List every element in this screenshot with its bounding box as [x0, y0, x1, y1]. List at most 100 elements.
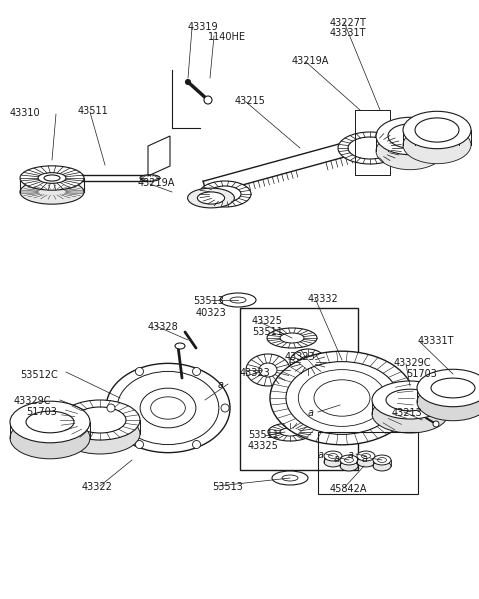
Ellipse shape: [340, 461, 358, 471]
Text: 45842A: 45842A: [330, 484, 367, 494]
Text: 53511: 53511: [252, 327, 283, 337]
Text: 1140HE: 1140HE: [208, 32, 246, 42]
Ellipse shape: [388, 124, 432, 148]
Text: a: a: [348, 450, 354, 460]
Ellipse shape: [373, 461, 391, 471]
Ellipse shape: [340, 455, 358, 465]
Ellipse shape: [373, 455, 391, 465]
Ellipse shape: [267, 328, 317, 348]
Text: 43325: 43325: [252, 316, 283, 326]
Ellipse shape: [74, 407, 126, 433]
Ellipse shape: [386, 389, 434, 411]
Ellipse shape: [372, 381, 448, 419]
Ellipse shape: [431, 378, 475, 398]
Text: 53511: 53511: [248, 430, 279, 440]
Ellipse shape: [338, 132, 402, 164]
Text: 43332: 43332: [308, 294, 339, 304]
Text: 43511: 43511: [78, 106, 109, 116]
Text: 43322: 43322: [82, 482, 113, 492]
Text: 43227T: 43227T: [330, 18, 367, 28]
Ellipse shape: [175, 343, 185, 349]
Text: 43215: 43215: [235, 96, 266, 106]
Ellipse shape: [357, 451, 375, 461]
Text: 43213: 43213: [392, 408, 423, 418]
Ellipse shape: [188, 188, 234, 208]
Ellipse shape: [150, 397, 185, 419]
Ellipse shape: [417, 369, 479, 407]
Text: 43319: 43319: [188, 22, 218, 32]
Ellipse shape: [272, 471, 308, 485]
Ellipse shape: [324, 451, 342, 461]
Circle shape: [107, 404, 115, 412]
Text: 43329C: 43329C: [14, 396, 52, 406]
Text: 40323: 40323: [196, 308, 227, 318]
Ellipse shape: [60, 414, 140, 454]
Ellipse shape: [140, 175, 160, 181]
Ellipse shape: [26, 411, 74, 433]
Ellipse shape: [280, 428, 300, 436]
Ellipse shape: [199, 181, 251, 207]
Ellipse shape: [357, 457, 375, 467]
Ellipse shape: [300, 356, 316, 368]
Ellipse shape: [280, 333, 304, 343]
Text: 53512C: 53512C: [20, 370, 58, 380]
Text: a: a: [218, 380, 224, 390]
Text: 53513: 53513: [212, 482, 243, 492]
Ellipse shape: [403, 111, 471, 149]
Circle shape: [204, 96, 212, 104]
Ellipse shape: [268, 423, 312, 441]
Ellipse shape: [286, 362, 398, 434]
Circle shape: [193, 440, 201, 449]
Circle shape: [185, 80, 191, 84]
Text: 51703: 51703: [26, 407, 57, 417]
Ellipse shape: [376, 132, 444, 170]
Ellipse shape: [38, 173, 66, 183]
Ellipse shape: [10, 401, 90, 443]
Ellipse shape: [140, 388, 196, 428]
Text: a: a: [318, 450, 324, 460]
Text: 43325: 43325: [248, 441, 279, 451]
Ellipse shape: [60, 400, 140, 440]
Ellipse shape: [344, 458, 354, 462]
Circle shape: [433, 421, 439, 427]
Ellipse shape: [290, 349, 326, 375]
Ellipse shape: [376, 117, 444, 155]
Text: 51703: 51703: [406, 369, 437, 379]
Bar: [240, 308, 358, 470]
Ellipse shape: [246, 354, 290, 386]
Ellipse shape: [270, 351, 414, 445]
Ellipse shape: [197, 192, 225, 204]
Text: 43219A: 43219A: [292, 56, 330, 66]
Text: 43331T: 43331T: [330, 28, 366, 38]
Ellipse shape: [44, 175, 60, 181]
Ellipse shape: [329, 453, 338, 458]
Ellipse shape: [10, 417, 90, 459]
Ellipse shape: [259, 363, 277, 377]
Text: 43328: 43328: [148, 322, 179, 332]
Circle shape: [221, 404, 229, 412]
Ellipse shape: [362, 453, 370, 458]
Ellipse shape: [209, 186, 241, 202]
Ellipse shape: [20, 166, 84, 190]
Ellipse shape: [403, 126, 471, 164]
Text: 43323: 43323: [285, 352, 316, 362]
Ellipse shape: [415, 118, 459, 142]
Ellipse shape: [372, 395, 448, 433]
Bar: [318, 432, 418, 494]
Text: a: a: [362, 454, 368, 464]
Text: a: a: [334, 454, 340, 464]
Ellipse shape: [20, 180, 84, 204]
Ellipse shape: [377, 458, 387, 462]
Text: 43331T: 43331T: [418, 336, 455, 346]
Ellipse shape: [117, 371, 219, 444]
Ellipse shape: [314, 380, 370, 416]
Ellipse shape: [106, 364, 230, 453]
Circle shape: [136, 368, 144, 376]
Text: 43310: 43310: [10, 108, 41, 118]
Circle shape: [136, 440, 144, 449]
Circle shape: [193, 368, 201, 376]
Ellipse shape: [324, 457, 342, 467]
Text: 43329C: 43329C: [394, 358, 432, 368]
Ellipse shape: [298, 370, 386, 426]
Text: 53513: 53513: [193, 296, 224, 306]
